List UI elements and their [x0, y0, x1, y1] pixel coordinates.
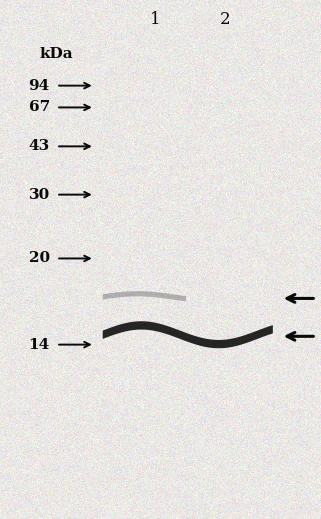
Text: 94: 94 [29, 79, 50, 92]
Polygon shape [103, 321, 273, 348]
Text: 30: 30 [29, 188, 50, 201]
Text: 20: 20 [29, 252, 50, 265]
Polygon shape [103, 291, 186, 302]
Text: 2: 2 [219, 11, 230, 28]
Text: 14: 14 [29, 338, 50, 351]
Text: 1: 1 [150, 11, 161, 28]
Text: kDa: kDa [39, 48, 73, 61]
Text: 67: 67 [29, 101, 50, 114]
Text: 43: 43 [29, 140, 50, 153]
